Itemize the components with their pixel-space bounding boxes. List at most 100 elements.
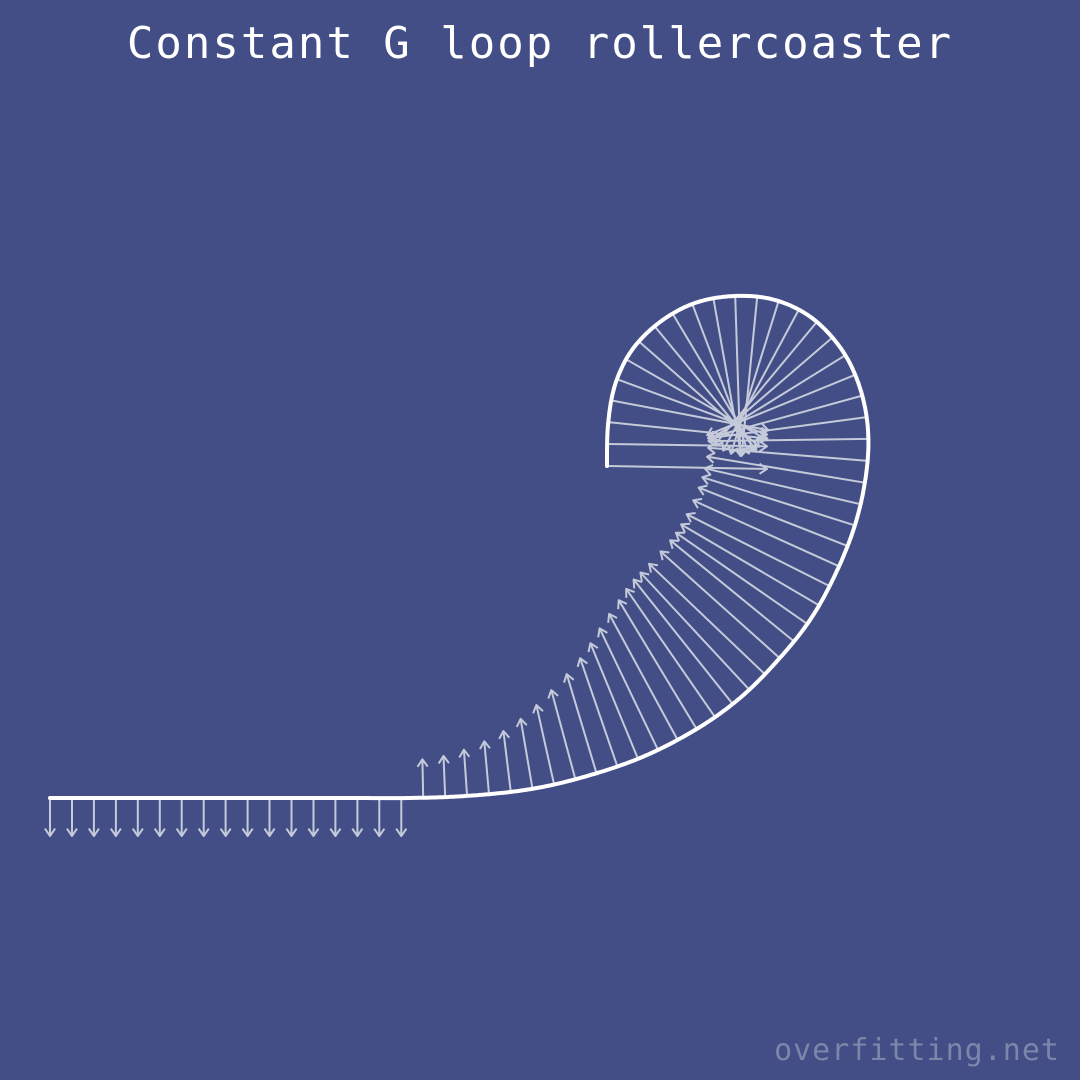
arrow-head	[758, 462, 768, 475]
g-force-arrow	[416, 758, 429, 798]
arrow-shaft	[442, 755, 447, 798]
g-force-arrow	[241, 798, 254, 837]
arrow-head	[669, 539, 680, 550]
arrow-shaft	[606, 465, 768, 470]
arrow-shaft	[638, 340, 760, 448]
arrow-head	[197, 828, 210, 837]
arrow-shaft	[579, 657, 619, 767]
arrow-head	[479, 740, 491, 750]
arrow-shaft	[598, 627, 659, 751]
arrow-shaft	[680, 523, 820, 607]
g-force-arrow	[659, 550, 781, 659]
arrow-head	[263, 828, 276, 837]
arrow-shaft	[608, 421, 768, 440]
arrow-head	[175, 828, 188, 837]
arrow-shaft	[625, 588, 716, 718]
arrow-head	[351, 828, 364, 837]
g-force-arrow	[285, 798, 298, 837]
arrow-shaft	[704, 467, 861, 506]
arrow-shaft	[675, 531, 808, 625]
arrow-head	[674, 531, 685, 542]
arrow-head	[131, 828, 144, 837]
g-force-arrow	[597, 627, 659, 751]
g-force-arrow	[587, 642, 639, 760]
diagram-title: Constant G loop rollercoaster	[126, 18, 954, 69]
g-force-arrow	[87, 798, 100, 837]
arrow-head	[395, 828, 408, 838]
g-force-arrow	[576, 657, 619, 767]
arrow-head	[576, 657, 588, 668]
arrow-shaft	[617, 599, 698, 730]
arrow-shaft	[502, 730, 512, 793]
arrow-shaft	[611, 399, 769, 432]
g-force-arrow	[648, 562, 766, 675]
g-force-arrow	[625, 587, 716, 718]
g-force-arrow	[515, 717, 534, 789]
g-force-arrow	[685, 512, 831, 587]
arrow-shaft	[671, 313, 756, 452]
g-force-arrow	[632, 578, 734, 705]
arrow-shaft	[608, 613, 679, 741]
arrow-head	[44, 828, 56, 837]
g-force-arrows	[44, 295, 869, 838]
g-force-arrow	[351, 798, 364, 837]
g-force-arrow	[437, 754, 450, 798]
arrow-shaft	[708, 437, 869, 443]
arrow-head	[515, 717, 528, 728]
arrow-head	[617, 599, 628, 610]
arrow-shaft	[659, 550, 781, 659]
arrow-head	[685, 512, 696, 523]
g-force-arrow	[669, 539, 795, 643]
g-force-arrow	[219, 798, 232, 837]
g-force-arrow	[611, 399, 770, 435]
arrow-head	[563, 673, 575, 683]
arrow-head	[759, 431, 769, 444]
g-force-arrow	[608, 421, 769, 444]
arrow-shaft	[632, 578, 734, 705]
arrow-shaft	[535, 704, 556, 785]
arrow-head	[659, 550, 670, 561]
arrow-head	[458, 748, 471, 759]
g-force-arrow	[395, 798, 408, 838]
arrow-head	[66, 828, 78, 837]
g-force-arrow	[697, 484, 848, 548]
track-curve	[48, 293, 871, 801]
arrow-shaft	[421, 759, 425, 798]
g-force-arrow	[639, 571, 751, 691]
g-force-arrow	[109, 798, 122, 837]
arrow-shaft	[589, 642, 639, 760]
arrow-shaft	[698, 486, 848, 548]
arrow-head	[597, 627, 608, 638]
g-force-arrow	[458, 748, 471, 796]
arrow-head	[153, 828, 166, 837]
arrow-head	[547, 689, 559, 699]
g-force-arrow	[563, 673, 598, 774]
arrow-head	[697, 484, 708, 496]
arrow-head	[373, 828, 386, 838]
arrow-head	[648, 562, 659, 573]
arrow-head	[109, 828, 122, 837]
arrow-head	[416, 758, 429, 768]
arrow-shaft	[686, 513, 831, 587]
g-force-arrow	[617, 599, 698, 730]
g-force-arrow	[498, 730, 512, 793]
arrow-shaft	[712, 298, 743, 456]
arrow-shaft	[692, 499, 840, 568]
g-force-arrow	[547, 689, 577, 780]
arrow-head	[219, 828, 232, 837]
arrow-shaft	[669, 539, 795, 643]
g-force-arrow	[607, 440, 769, 453]
g-force-arrow	[674, 531, 808, 625]
arrow-shaft	[607, 443, 768, 448]
g-force-arrow	[153, 798, 166, 837]
arrow-shaft	[713, 321, 818, 446]
g-force-arrow	[329, 798, 342, 837]
arrow-head	[437, 754, 450, 765]
arrow-head	[639, 571, 650, 582]
g-force-arrow	[307, 798, 320, 837]
g-force-arrow	[606, 462, 768, 475]
g-force-arrow	[532, 704, 556, 785]
arrow-head	[701, 473, 712, 485]
arrow-head	[680, 522, 691, 534]
